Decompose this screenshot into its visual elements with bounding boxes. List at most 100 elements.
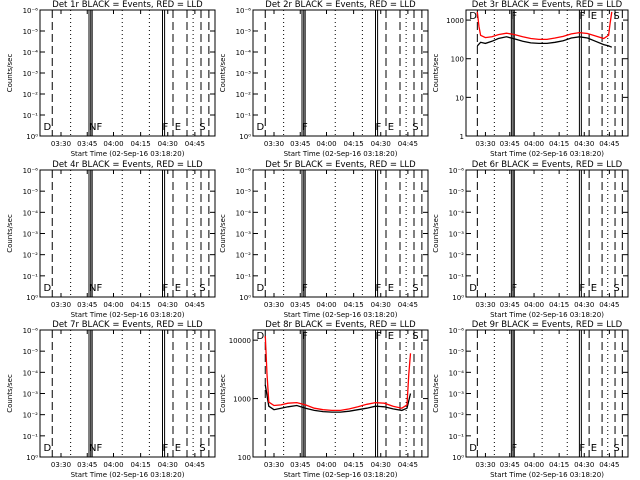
x-tick-label: 04:45 [398, 461, 418, 469]
y-tick-label: 10⁰ [26, 133, 38, 141]
y-tick-label: 10⁻⁴ [23, 49, 39, 57]
y-axis-label: Counts/sec [219, 54, 227, 93]
x-tick-label: 04:15 [344, 140, 364, 148]
marker-letter: F [163, 122, 169, 133]
x-tick-label: 04:00 [524, 140, 544, 148]
y-tick-label: 10⁻⁴ [236, 209, 252, 217]
x-tick-label: 04:30 [371, 301, 391, 309]
x-tick-label: 04:30 [158, 140, 178, 148]
x-tick-label: 04:45 [599, 301, 619, 309]
y-tick-label: 10⁻⁵ [23, 28, 39, 36]
x-tick-label: 04:15 [549, 301, 569, 309]
y-tick-label: 10⁻⁶ [236, 167, 252, 175]
x-tick-label: 04:15 [344, 461, 364, 469]
y-tick-label: 10⁻⁶ [23, 7, 39, 15]
y-tick-label: 10⁻¹ [449, 433, 465, 441]
marker-letter: NF [89, 283, 102, 294]
x-tick-label: 03:30 [51, 140, 71, 148]
marker-letter: NF [89, 443, 102, 454]
panel-title: Det 6r BLACK = Events, RED = LLD [472, 160, 623, 170]
x-tick-label: 04:30 [158, 461, 178, 469]
y-tick-label: 10⁻² [236, 252, 252, 260]
y-tick-label: 10⁻⁶ [449, 327, 465, 335]
y-tick-label: 10⁻⁵ [236, 28, 252, 36]
detector-panel: Det 5r BLACK = Events, RED = LLD Counts/s… [219, 160, 429, 319]
x-tick-label: 03:30 [51, 461, 71, 469]
y-axis-label: Counts/sec [219, 374, 227, 413]
y-tick-label: 10⁻² [236, 91, 252, 99]
y-tick-label: 10⁻⁶ [449, 167, 465, 175]
x-tick-label: 04:00 [524, 461, 544, 469]
lld-series-line [264, 336, 412, 412]
y-tick-label: 10000 [229, 337, 251, 345]
plot-frame [39, 9, 216, 137]
y-tick-label: 10⁻¹ [449, 273, 465, 281]
y-axis-label: Counts/sec [219, 214, 227, 253]
marker-letter: D [44, 443, 52, 454]
y-tick-label: 10⁻³ [23, 391, 39, 399]
marker-letter: D [469, 443, 477, 454]
x-tick-label: 04:45 [398, 301, 418, 309]
y-tick-label: 10⁻⁶ [23, 167, 39, 175]
y-tick-label: 10⁻⁶ [236, 7, 252, 15]
y-tick-label: 10⁰ [239, 294, 251, 302]
x-axis-label: Start Time (02-Sep-16 03:18:20) [71, 471, 185, 479]
x-tick-label: 03:30 [475, 140, 495, 148]
y-tick-label: 10⁻⁶ [23, 327, 39, 335]
marker-letter: S [412, 283, 418, 294]
x-axis-label: Start Time (02-Sep-16 03:18:20) [284, 150, 398, 158]
marker-letter: D [257, 331, 265, 342]
y-tick-label: 10⁻⁵ [23, 348, 39, 356]
x-tick-label: 03:45 [77, 301, 97, 309]
y-tick-label: 10⁻⁵ [236, 188, 252, 196]
marker-letter: NF [89, 122, 102, 133]
y-tick-label: 10⁰ [26, 294, 38, 302]
x-tick-label: 04:30 [574, 461, 594, 469]
panel-title: Det 5r BLACK = Events, RED = LLD [265, 160, 416, 170]
x-tick-label: 04:45 [599, 140, 619, 148]
panel-title: Det 4r BLACK = Events, RED = LLD [52, 160, 203, 170]
marker-letter: S [199, 283, 205, 294]
marker-letter: E [591, 283, 597, 294]
x-tick-label: 04:00 [524, 301, 544, 309]
y-tick-label: 1 [460, 133, 464, 141]
y-tick-label: 10⁻³ [449, 391, 465, 399]
x-tick-label: 04:15 [549, 140, 569, 148]
detector-panel: Det 4r BLACK = Events, RED = LLD Counts/s… [6, 160, 216, 319]
x-tick-label: 03:45 [290, 140, 310, 148]
panel-title: Det 1r BLACK = Events, RED = LLD [52, 0, 203, 10]
y-tick-label: 10⁻² [23, 412, 39, 420]
plot-frame [465, 9, 629, 137]
marker-letter: S [613, 283, 619, 294]
x-axis-label: Start Time (02-Sep-16 03:18:20) [71, 150, 185, 158]
x-tick-label: 04:00 [316, 301, 336, 309]
x-tick-label: 03:45 [290, 461, 310, 469]
x-tick-label: 04:45 [398, 140, 418, 148]
y-axis-label: Counts/sec [6, 214, 14, 253]
plot-frame [39, 329, 216, 458]
x-axis-label: Start Time (02-Sep-16 03:18:20) [490, 150, 604, 158]
marker-letter: F [579, 443, 585, 454]
marker-letter: F [511, 443, 517, 454]
y-tick-label: 10⁻³ [449, 231, 465, 239]
x-tick-label: 03:30 [475, 461, 495, 469]
plot-frame [465, 329, 629, 458]
y-tick-label: 10⁻³ [23, 70, 39, 78]
events-series-line [476, 36, 613, 48]
y-tick-label: 10⁻¹ [23, 433, 39, 441]
y-tick-label: 10⁻¹ [236, 273, 252, 281]
events-series-line [264, 384, 412, 413]
x-tick-label: 04:45 [185, 140, 205, 148]
panel-title: Det 9r BLACK = Events, RED = LLD [472, 320, 623, 330]
x-tick-label: 03:45 [77, 461, 97, 469]
x-axis-label: Start Time (02-Sep-16 03:18:20) [71, 311, 185, 319]
y-tick-label: 10⁻⁵ [23, 188, 39, 196]
marker-letter: S [613, 443, 619, 454]
plot-frame [252, 329, 429, 458]
marker-letter: D [257, 283, 265, 294]
marker-letter: F [511, 283, 517, 294]
x-axis-label: Start Time (02-Sep-16 03:18:20) [284, 471, 398, 479]
y-tick-label: 10⁻⁴ [449, 369, 465, 377]
x-tick-label: 04:45 [185, 301, 205, 309]
